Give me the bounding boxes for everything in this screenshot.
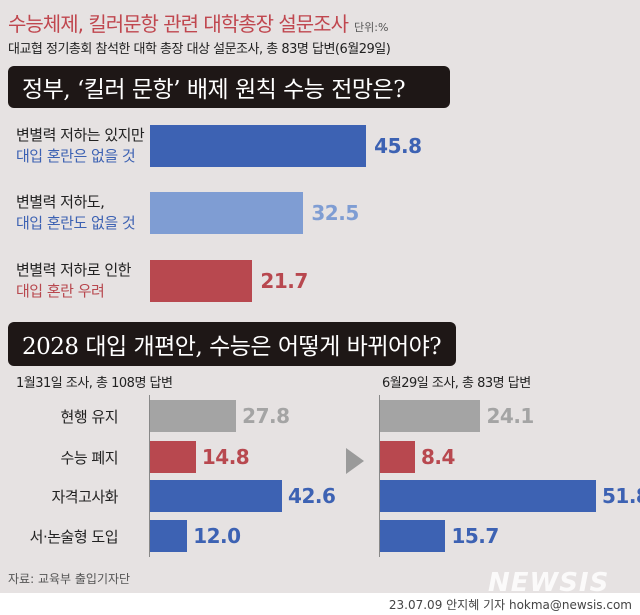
credit-line: 23.07.09 안지혜 기자 hokma@newsis.com (388, 598, 632, 612)
category-label-line2: 대입 혼란 우려 (16, 282, 105, 300)
bar (380, 400, 481, 432)
value-label: 42.6 (288, 484, 336, 508)
question-1-title: 정부, ‘킬러 문항’ 배제 원칙 수능 전망은? (22, 77, 406, 103)
caption-june: 6월29일 조사, 총 83명 답변 (382, 376, 531, 391)
bar (380, 480, 596, 512)
question-banner-2: 2028 대입 개편안, 수능은 어떻게 바뀌어야? (8, 322, 456, 366)
category-label-line1: 변별력 저하는 있지만 (16, 126, 145, 144)
category-label: 변별력 저하도, 대입 혼란도 없을 것 (16, 192, 136, 234)
newsis-logo: NEWSIS (488, 568, 610, 598)
category-label-line2: 대입 혼란은 없을 것 (16, 147, 136, 165)
value-label: 15.7 (451, 524, 499, 548)
arrow-right-icon (346, 448, 364, 474)
value-label: 24.1 (486, 404, 534, 428)
bar (150, 480, 283, 512)
page-title: 수능체제, 킬러문항 관련 대학총장 설문조사 단위:% (8, 12, 389, 36)
bar (150, 125, 367, 167)
value-label: 27.8 (242, 404, 290, 428)
category-label-line2: 대입 혼란도 없을 것 (16, 214, 136, 232)
bar (150, 520, 188, 552)
bar (150, 400, 237, 432)
value-label: 51.8 (602, 484, 640, 508)
bar (150, 260, 253, 302)
category-label: 현행 유지 (60, 408, 119, 426)
value-label: 32.5 (311, 201, 359, 225)
source-note: 자료: 교육부 출입기자단 (8, 572, 131, 586)
category-label: 서·논술형 도입 (29, 528, 119, 546)
subtitle: 대교협 정기총회 참석한 대학 총장 대상 설문조사, 총 83명 답변(6월2… (8, 42, 391, 57)
value-label: 8.4 (421, 445, 455, 469)
question-2-title: 2028 대입 개편안, 수능은 어떻게 바뀌어야? (22, 334, 442, 360)
bar (380, 441, 416, 473)
caption-january: 1월31일 조사, 총 108명 답변 (16, 376, 173, 391)
value-label: 14.8 (201, 445, 250, 469)
category-label-line1: 변별력 저하로 인한 (16, 261, 131, 279)
bar (150, 192, 304, 234)
category-label-line1: 변별력 저하도, (16, 193, 105, 211)
axis-line (149, 395, 150, 557)
value-label: 12.0 (193, 524, 241, 548)
bar (150, 441, 196, 473)
question-banner-1: 정부, ‘킬러 문항’ 배제 원칙 수능 전망은? (8, 66, 450, 108)
category-label: 수능 폐지 (60, 449, 119, 467)
category-label: 자격고사화 (51, 488, 118, 506)
bar (380, 520, 446, 552)
axis-line (379, 395, 380, 557)
value-label: 45.8 (374, 134, 422, 158)
value-label: 21.7 (260, 269, 308, 293)
unit-label: 단위:% (354, 21, 389, 34)
